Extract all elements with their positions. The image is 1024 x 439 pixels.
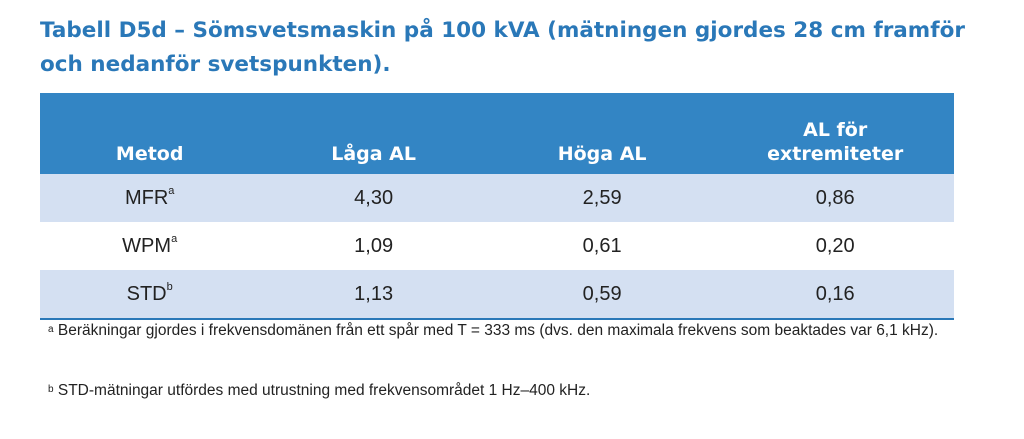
footnote-marker: b bbox=[166, 280, 173, 293]
header-high-al: Höga AL bbox=[487, 93, 717, 174]
high-al-cell: 0,61 bbox=[487, 222, 717, 270]
method-cell: STDb bbox=[40, 270, 260, 320]
method-name: MFR bbox=[124, 186, 169, 209]
footnote-marker: a bbox=[171, 232, 178, 245]
method-cell: WPMa bbox=[40, 222, 260, 270]
footnote-text: STD-mätningar utfördes med utrustning me… bbox=[57, 382, 591, 399]
method-name: STD bbox=[126, 282, 167, 305]
low-al-cell: 4,30 bbox=[259, 174, 488, 222]
low-al-cell: 1,09 bbox=[259, 222, 488, 270]
table-row: STDb 1,13 0,59 0,16 bbox=[40, 270, 954, 320]
extremities-cell: 0,20 bbox=[716, 222, 954, 270]
measurement-table: Metod Låga AL Höga AL AL för extremitete… bbox=[40, 93, 954, 320]
high-al-cell: 2,59 bbox=[487, 174, 717, 222]
footnote-text: Beräkningar gjordes i frekvensdomänen fr… bbox=[57, 322, 939, 339]
header-low-al: Låga AL bbox=[259, 93, 488, 174]
footnote-marker: a bbox=[168, 184, 175, 197]
table-row: WPMa 1,09 0,61 0,20 bbox=[40, 222, 954, 270]
footnote-mark: a bbox=[48, 324, 54, 335]
table-title: Tabell D5d – Sömsvetsmaskin på 100 kVA (… bbox=[40, 18, 965, 77]
table-header-row: Metod Låga AL Höga AL AL för extremitete… bbox=[40, 93, 954, 174]
extremities-cell: 0,16 bbox=[716, 270, 954, 320]
high-al-cell: 0,59 bbox=[487, 270, 717, 320]
footnote-a: a Beräkningar gjordes i frekvensdomänen … bbox=[48, 319, 948, 342]
footnote-b: b STD-mätningar utfördes med utrustning … bbox=[48, 379, 948, 402]
extremities-cell: 0,86 bbox=[716, 174, 954, 222]
header-method: Metod bbox=[40, 93, 260, 174]
table-row: MFRa 4,30 2,59 0,86 bbox=[40, 174, 954, 222]
footnote-mark: b bbox=[48, 384, 54, 395]
method-cell: MFRa bbox=[40, 174, 260, 222]
method-name: WPM bbox=[122, 234, 172, 257]
low-al-cell: 1,13 bbox=[259, 270, 488, 320]
header-al-extremities: AL för extremiteter bbox=[716, 93, 954, 174]
